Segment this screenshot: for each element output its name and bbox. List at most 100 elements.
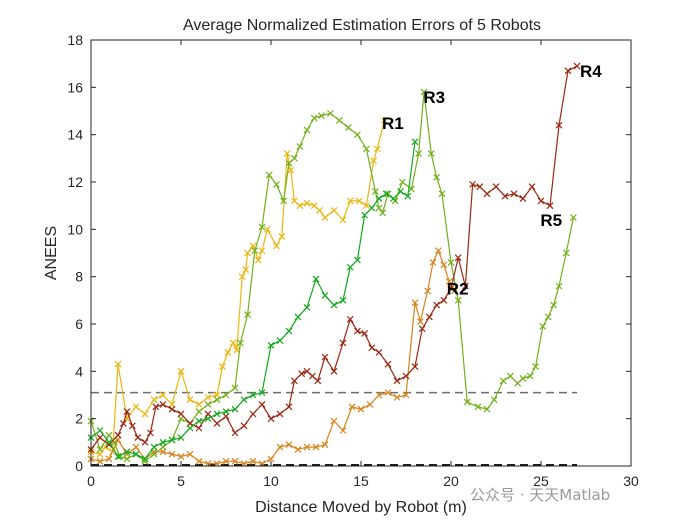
data-point-R5 (204, 415, 212, 423)
x-tick-label: 0 (87, 473, 95, 489)
data-point-R5 (159, 438, 167, 446)
data-point-R1 (316, 206, 324, 214)
data-point-R1 (195, 401, 203, 408)
data-point-R2 (177, 453, 185, 460)
data-point-R3 (96, 446, 104, 453)
series-line-R2 (90, 249, 456, 465)
data-point-R1 (150, 396, 158, 404)
data-point-R3 (362, 145, 370, 153)
data-point-R4 (240, 422, 248, 430)
y-tick-label: 12 (67, 174, 83, 190)
data-point-R4 (168, 405, 176, 413)
data-point-R5 (168, 436, 176, 444)
data-point-R1 (303, 199, 311, 207)
data-point-R3 (544, 313, 552, 321)
x-axis-ticks: 0 5 10 15 20 25 30 (87, 40, 639, 489)
data-point-R3 (204, 401, 212, 408)
data-point-R5 (258, 389, 266, 397)
data-point-R5 (389, 195, 397, 202)
data-point-R5 (361, 211, 369, 219)
data-point-R4 (298, 370, 306, 378)
data-point-R3 (244, 311, 252, 318)
data-point-R4 (96, 434, 104, 442)
data-point-R3 (483, 405, 491, 413)
data-point-R5 (339, 296, 347, 304)
data-point-R3 (290, 154, 298, 162)
data-point-R5 (267, 341, 275, 349)
data-point-R4 (119, 419, 127, 427)
data-point-R4 (393, 377, 401, 385)
data-point-R5 (285, 327, 293, 335)
series-R4 (87, 62, 581, 453)
data-point-R2 (303, 443, 311, 451)
data-point-R5 (114, 453, 122, 460)
data-point-R3 (519, 375, 527, 382)
data-point-R4 (128, 422, 136, 430)
data-point-R2 (445, 277, 453, 285)
data-point-R4 (330, 367, 338, 375)
data-point-R5 (150, 443, 158, 451)
data-point-R4 (159, 401, 167, 408)
data-point-R4 (285, 403, 293, 411)
label-R2: R2 (447, 280, 469, 299)
data-point-R3 (539, 322, 547, 330)
data-point-R5 (368, 204, 376, 212)
data-point-R4 (402, 372, 410, 380)
data-point-R1 (362, 202, 370, 210)
data-point-R1 (141, 410, 149, 418)
data-point-R4 (249, 410, 257, 418)
data-point-R4 (231, 429, 239, 437)
data-point-R5 (177, 434, 185, 442)
data-point-R5 (105, 438, 113, 446)
data-point-R1 (218, 363, 226, 371)
data-point-R4 (375, 348, 383, 356)
data-point-R5 (411, 138, 419, 146)
data-point-R3 (454, 296, 462, 304)
data-point-R3 (427, 150, 435, 158)
data-point-R1 (186, 396, 194, 404)
data-point-R5 (312, 275, 320, 283)
data-point-R5 (294, 313, 302, 321)
data-point-R1 (229, 339, 237, 347)
data-point-R1 (132, 403, 140, 411)
y-axis-title: ANEES (43, 226, 60, 280)
data-point-R4 (276, 410, 284, 418)
data-point-R1 (330, 206, 338, 214)
data-point-R4 (492, 183, 500, 191)
data-point-R1 (380, 117, 388, 124)
data-point-R3 (569, 214, 577, 221)
data-point-R3 (353, 131, 361, 139)
data-point-R3 (195, 408, 203, 415)
data-point-R5 (276, 337, 284, 344)
data-point-R4 (290, 377, 298, 385)
y-tick-label: 6 (75, 316, 83, 332)
label-R4: R4 (580, 62, 602, 81)
data-point-R4 (411, 363, 419, 371)
data-point-R4 (546, 202, 554, 210)
x-axis-title: Distance Moved by Robot (m) (255, 499, 467, 516)
data-point-R4 (440, 296, 448, 304)
data-point-R1 (159, 391, 167, 399)
y-tick-label: 2 (75, 411, 83, 427)
data-point-R2 (375, 391, 383, 399)
data-point-R3 (123, 455, 131, 463)
data-point-R5 (141, 455, 149, 463)
data-point-R1 (339, 216, 347, 224)
data-point-R4 (528, 183, 536, 191)
data-point-R3 (433, 173, 441, 181)
x-tick-label: 25 (533, 473, 549, 489)
data-point-R4 (433, 301, 441, 309)
data-point-R5 (231, 405, 239, 413)
data-point-R1 (204, 393, 212, 401)
data-point-R3 (514, 379, 522, 387)
data-point-R3 (562, 249, 570, 257)
data-point-R3 (317, 112, 325, 120)
data-point-R1 (296, 202, 304, 210)
data-point-R5 (195, 417, 203, 425)
data-point-R5 (96, 427, 104, 434)
data-point-R4 (447, 285, 455, 292)
data-point-R3 (375, 204, 383, 212)
y-tick-label: 0 (75, 458, 83, 474)
